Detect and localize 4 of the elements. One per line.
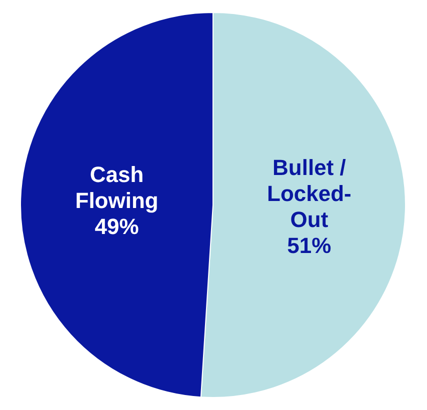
- data-label: 51%: [287, 233, 332, 258]
- slice-label: Bullet / Locked-Out: [267, 155, 352, 232]
- data-label: 49%: [94, 214, 139, 240]
- slice-label: Cash Flowing: [75, 162, 158, 214]
